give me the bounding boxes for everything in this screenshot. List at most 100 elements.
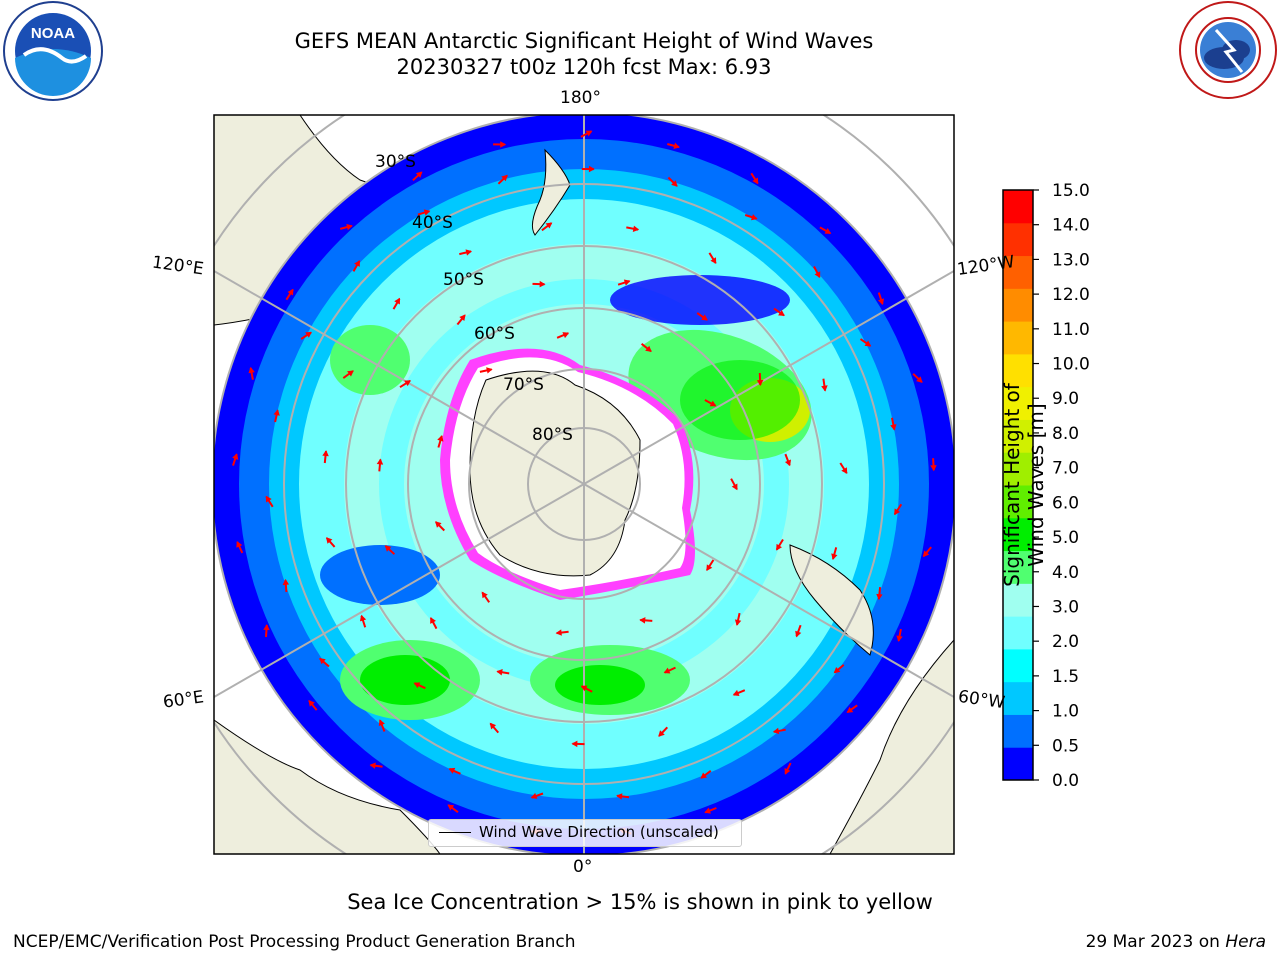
wind-arrow-head <box>784 767 791 775</box>
wind-arrow-head <box>562 332 570 339</box>
wind-arrow-head <box>555 629 562 636</box>
wind-arrow-head <box>326 537 333 544</box>
wind-arrow-head <box>347 370 354 377</box>
wind-arrow-head <box>501 174 508 182</box>
wind-arrow-head <box>481 591 488 599</box>
wind-arrow-head <box>571 740 578 748</box>
colorbar-tick-label: 11.0 <box>1052 320 1090 340</box>
sea-ice-caption: Sea Ice Concentration > 15% is shown in … <box>347 890 933 914</box>
wind-arrow-head <box>645 345 652 352</box>
wind-arrow-head <box>658 730 665 737</box>
wind-arrow-head <box>877 298 885 305</box>
wind-arrow-head <box>248 366 255 374</box>
wind-arrow-head <box>731 483 738 491</box>
colorbar-tick-label: 2.0 <box>1052 632 1079 652</box>
colorbar-swatch <box>1003 714 1033 748</box>
legend-line-swatch <box>439 832 471 833</box>
wind-arrow-head <box>308 699 315 707</box>
wind-arrow-head <box>447 804 455 811</box>
wind-arrow-head <box>700 772 708 779</box>
footer-credit: NCEP/EMC/Verification Post Processing Pr… <box>13 932 576 952</box>
wind-arrow-head <box>265 495 272 503</box>
wind-arrow-head <box>864 340 872 347</box>
colorbar-label: Significant Height of Wind Waves [m] <box>1000 383 1048 587</box>
wind-arrows <box>232 130 937 835</box>
wind-arrow-head <box>776 543 782 551</box>
colorbar-swatch <box>1003 452 1033 486</box>
wind-arrow-head <box>772 727 780 735</box>
lat-label-80s: 80°S <box>532 425 573 445</box>
colorbar-tick-label: 6.0 <box>1052 493 1079 513</box>
wind-arrow-head <box>896 635 903 642</box>
wind-arrow-head <box>500 141 507 148</box>
wind-arrow-head <box>489 722 497 730</box>
lat-label-40s: 40°S <box>412 213 453 233</box>
colorbar-swatch <box>1003 386 1033 420</box>
wind-arrow-head <box>663 667 671 674</box>
wind-arrow-head <box>916 376 923 383</box>
colorbar-tick-label: 4.0 <box>1052 563 1079 583</box>
wind-arrow-head <box>821 385 828 392</box>
wind-arrow-head <box>404 380 411 387</box>
wind-arrow-head <box>616 793 623 800</box>
wind-arrow-head <box>580 685 588 692</box>
wind-arrow-head <box>319 657 326 665</box>
wind-arrow-head <box>359 614 367 622</box>
wind-arrow-head <box>413 682 421 689</box>
map-title: GEFS MEAN Antarctic Significant Height o… <box>294 29 874 53</box>
colorbar-swatch <box>1003 485 1033 519</box>
nws-logo <box>1179 1 1277 99</box>
colorbar-swatch <box>1003 616 1033 650</box>
colorbar-tick-label: 1.0 <box>1052 702 1079 722</box>
wind-arrow-head <box>922 550 930 558</box>
wind-arrow-head <box>322 450 329 457</box>
wind-arrow-head <box>795 630 802 638</box>
wind-arrow-head <box>784 459 792 467</box>
wind-arrow-head <box>930 465 937 472</box>
wind-arrow-head <box>354 260 360 267</box>
colorbar-swatch <box>1003 517 1033 552</box>
colorbar-swatch <box>1003 190 1033 224</box>
wind-arrow-head <box>415 171 423 178</box>
wind-arrow-head <box>346 224 353 231</box>
colorbar-tick-label: 15.0 <box>1052 181 1090 201</box>
colorbar-tick-label: 7.0 <box>1052 459 1079 479</box>
lon-label-180: 180° <box>560 88 601 108</box>
wind-arrow-head <box>756 379 764 387</box>
wind-arrow-head <box>486 367 493 374</box>
wind-arrow-head <box>632 225 640 232</box>
wind-arrow-head <box>673 142 680 149</box>
wind-arrow-head <box>750 214 758 221</box>
colorbar-swatch <box>1003 353 1033 388</box>
wind-arrow-head <box>824 228 832 234</box>
colorbar-tick-label: 0.0 <box>1052 771 1079 791</box>
wind-arrow-head <box>305 331 312 338</box>
colorbar-swatch <box>1003 747 1033 781</box>
wind-arrow-head <box>846 706 854 713</box>
wind-arrow-head <box>732 689 740 696</box>
colorbar-tick-label: 12.0 <box>1052 285 1090 305</box>
colorbar-swatch <box>1003 222 1033 257</box>
wind-arrow-head <box>394 297 401 305</box>
colorbar: 0.0 0.5 1.0 1.5 2.0 3.0 4.0 5.0 6.0 7.0 8.0 9.0 10.0… <box>1002 181 1090 791</box>
colorbar-tick-label: 10.0 <box>1052 355 1090 375</box>
wind-arrow-head <box>833 667 841 674</box>
colorbar-tick-label: 0.5 <box>1052 736 1079 756</box>
wind-arrow-head <box>282 578 290 586</box>
wind-arrow-head <box>459 314 466 322</box>
wind-arrow-head <box>435 521 442 528</box>
lat-label-30s: 30°S <box>375 152 416 172</box>
wind-arrow-head <box>378 719 385 727</box>
wind-arrow-head <box>423 209 431 216</box>
lat-label-60s: 60°S <box>474 324 515 344</box>
wind-arrow-head <box>287 288 294 296</box>
wind-arrow-head <box>639 617 646 624</box>
wind-arrow-head <box>273 409 280 416</box>
wind-arrow-head <box>814 271 821 279</box>
wind-arrow-head <box>588 165 595 173</box>
noaa-logo: NOAA <box>3 1 103 101</box>
colorbar-frame <box>1002 189 1034 781</box>
wind-arrow-head <box>831 553 838 561</box>
wind-arrow-head <box>530 792 538 799</box>
